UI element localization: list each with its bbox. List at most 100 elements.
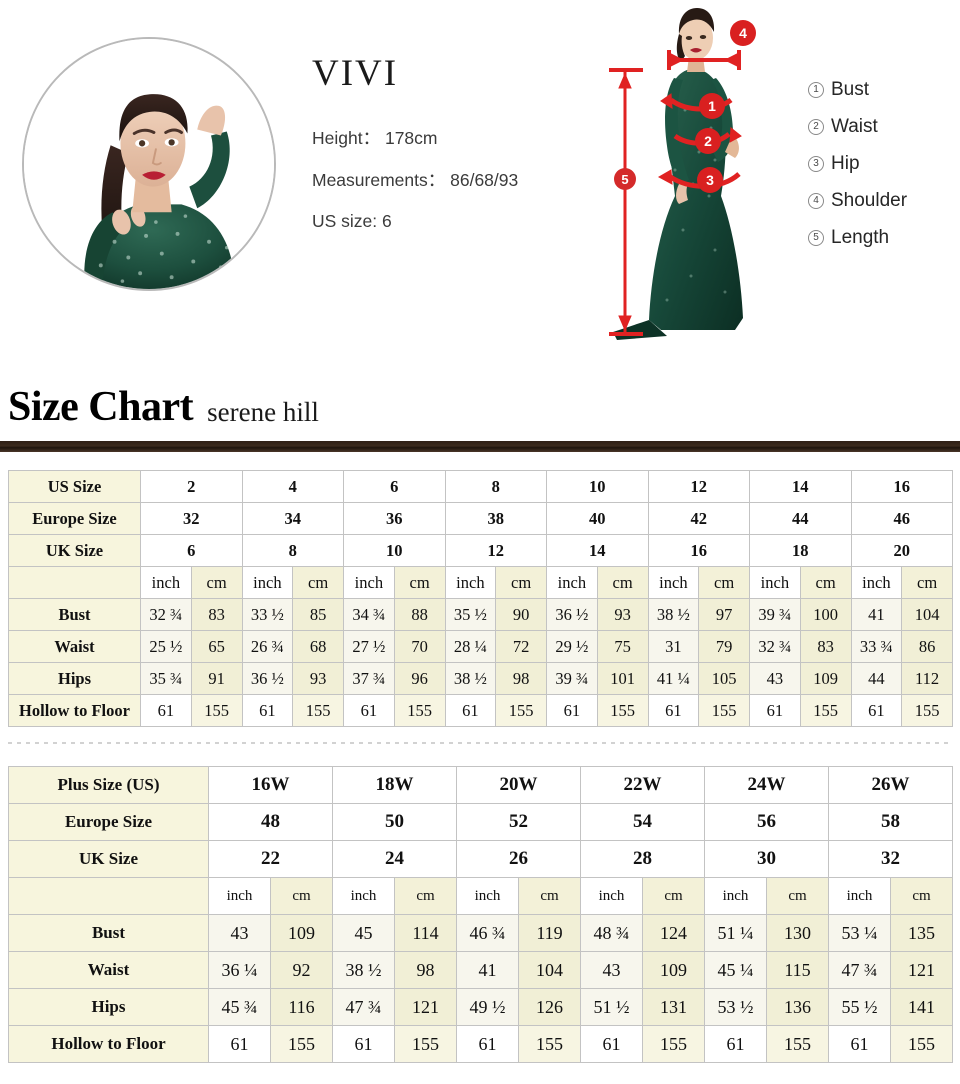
cell-waist-cm: 72: [495, 630, 547, 663]
cell-hips-inch: 38 ½: [444, 662, 497, 695]
plus-size-table: Plus Size (US) 16W 18W 20W 22W 24W 26W E…: [8, 766, 953, 1063]
table-row-europe-size: Europe Size 32 34 36 38 40 42 44 46: [8, 502, 953, 535]
cell-waist-inch: 31: [647, 630, 700, 663]
cell-hollow-inch: 61: [332, 1025, 395, 1063]
unit-header-inch: inch: [332, 877, 395, 915]
cell-plus-size: 20W: [456, 766, 581, 804]
row-label-bust: Bust: [8, 914, 209, 952]
cell-waist-inch: 38 ½: [332, 951, 395, 989]
cell-hollow-inch: 61: [343, 694, 395, 727]
table-row-waist: Waist 36 ¼ 92 38 ½ 98 41 104 43 109 45 ¼…: [8, 951, 953, 989]
cell-waist-cm: 121: [890, 951, 953, 989]
table-row-plus-size: Plus Size (US) 16W 18W 20W 22W 24W 26W: [8, 766, 953, 804]
cell-bust-cm: 88: [393, 598, 446, 631]
cell-hollow-cm: 155: [642, 1025, 705, 1063]
plus-size-table-wrapper: Plus Size (US) 16W 18W 20W 22W 24W 26W E…: [8, 766, 953, 1063]
cell-uk-size: 18: [749, 534, 852, 567]
cell-hollow-inch: 61: [241, 694, 294, 727]
cell-hips-cm: 126: [518, 988, 581, 1026]
cell-hips-inch: 44: [850, 662, 903, 695]
cell-hollow-inch: 61: [546, 694, 598, 727]
legend-number-icon: 4: [808, 192, 824, 209]
size-chart-heading: Size Chart serene hill: [0, 372, 960, 428]
legend-number-icon: 2: [808, 118, 824, 135]
unit-header-inch: inch: [704, 877, 767, 915]
cell-europe-size: 56: [704, 803, 829, 841]
table-row-uk-size: UK Size 22 24 26 28 30 32: [8, 840, 953, 878]
cell-hips-cm: 101: [596, 662, 649, 695]
cell-hollow-cm: 155: [698, 694, 750, 727]
cell-hollow-inch: 61: [704, 1025, 767, 1063]
cell-hollow-cm: 155: [394, 1025, 457, 1063]
cell-hollow-cm: 155: [270, 1025, 333, 1063]
unit-header-cm: cm: [394, 877, 457, 915]
unit-header-inch: inch: [546, 566, 598, 599]
cell-europe-size: 50: [332, 803, 457, 841]
cell-hollow-inch: 61: [647, 694, 700, 727]
cell-waist-cm: 75: [596, 630, 649, 663]
cell-hips-cm: 98: [495, 662, 547, 695]
cell-europe-size: 44: [749, 502, 852, 535]
legend-item-length: 5 Length: [808, 228, 958, 247]
cell-us-size: 14: [749, 470, 852, 503]
cell-hollow-inch: 61: [456, 1025, 519, 1063]
standard-size-table-wrapper: US Size 2 4 6 8 10 12 14 16 Europe Size …: [8, 470, 953, 727]
cell-uk-size: 28: [580, 840, 705, 878]
table-row-bust: Bust 43 109 45 114 46 ¾ 119 48 ¾ 124 51 …: [8, 914, 953, 952]
cell-uk-size: 14: [546, 534, 649, 567]
cell-europe-size: 38: [444, 502, 547, 535]
model-measurements-value: 86/68/93: [450, 169, 519, 190]
cell-europe-size: 46: [850, 502, 953, 535]
cell-us-size: 6: [343, 470, 446, 503]
row-label-uk-size: UK Size: [8, 534, 141, 567]
unit-header-inch: inch: [850, 566, 903, 599]
cell-hips-cm: 105: [698, 662, 750, 695]
cell-waist-cm: 68: [292, 630, 344, 663]
cell-hips-inch: 39 ¾: [546, 662, 598, 695]
row-label-hollow-to-floor: Hollow to Floor: [8, 694, 141, 727]
unit-header-inch: inch: [140, 566, 192, 599]
cell-bust-cm: 114: [394, 914, 457, 952]
cell-hollow-inch: 61: [850, 694, 903, 727]
row-label-blank: [8, 877, 209, 915]
cell-plus-size: 18W: [332, 766, 457, 804]
table-row-hips: Hips 45 ¾ 116 47 ¾ 121 49 ½ 126 51 ½ 131…: [8, 988, 953, 1026]
legend-item-waist: 2 Waist: [808, 117, 958, 136]
legend-label-length: Length: [831, 227, 890, 248]
cell-hips-inch: 49 ½: [456, 988, 519, 1026]
cell-hollow-cm: 155: [596, 694, 649, 727]
table-row-waist: Waist 25 ½ 65 26 ¾ 68 27 ½ 70 28 ¼ 72 29…: [8, 630, 953, 663]
unit-header-cm: cm: [642, 877, 705, 915]
cell-europe-size: 42: [647, 502, 750, 535]
cell-waist-cm: 115: [766, 951, 829, 989]
cell-europe-size: 40: [546, 502, 649, 535]
cell-hollow-inch: 61: [140, 694, 192, 727]
cell-hollow-cm: 155: [890, 1025, 953, 1063]
model-portrait-image: [24, 39, 274, 289]
cell-bust-cm: 90: [495, 598, 547, 631]
table-row-units: inch cm inch cm inch cm inch cm inch cm …: [8, 566, 953, 599]
row-label-europe-size: Europe Size: [8, 502, 141, 535]
unit-header-cm: cm: [890, 877, 953, 915]
unit-header-cm: cm: [190, 566, 243, 599]
cell-waist-inch: 36 ¼: [208, 951, 271, 989]
unit-header-cm: cm: [393, 566, 446, 599]
row-label-europe-size: Europe Size: [8, 803, 209, 841]
cell-uk-size: 20: [850, 534, 953, 567]
measurement-diagram: 1 2 3 4 5: [575, 0, 805, 350]
cell-hollow-cm: 155: [393, 694, 446, 727]
cell-waist-inch: 27 ½: [343, 630, 395, 663]
cell-uk-size: 26: [456, 840, 581, 878]
cell-bust-inch: 33 ½: [241, 598, 294, 631]
cell-bust-inch: 35 ½: [444, 598, 497, 631]
unit-header-cm: cm: [698, 566, 750, 599]
marker-length-5: 5: [614, 168, 636, 190]
cell-europe-size: 32: [140, 502, 243, 535]
model-height-line: Height： 178cm: [312, 129, 567, 148]
cell-hollow-cm: 155: [901, 694, 953, 727]
cell-hips-cm: 91: [190, 662, 243, 695]
legend-number-icon: 5: [808, 229, 824, 246]
cell-bust-inch: 48 ¾: [580, 914, 643, 952]
cell-uk-size: 8: [241, 534, 344, 567]
row-label-plus-size: Plus Size (US): [8, 766, 209, 804]
